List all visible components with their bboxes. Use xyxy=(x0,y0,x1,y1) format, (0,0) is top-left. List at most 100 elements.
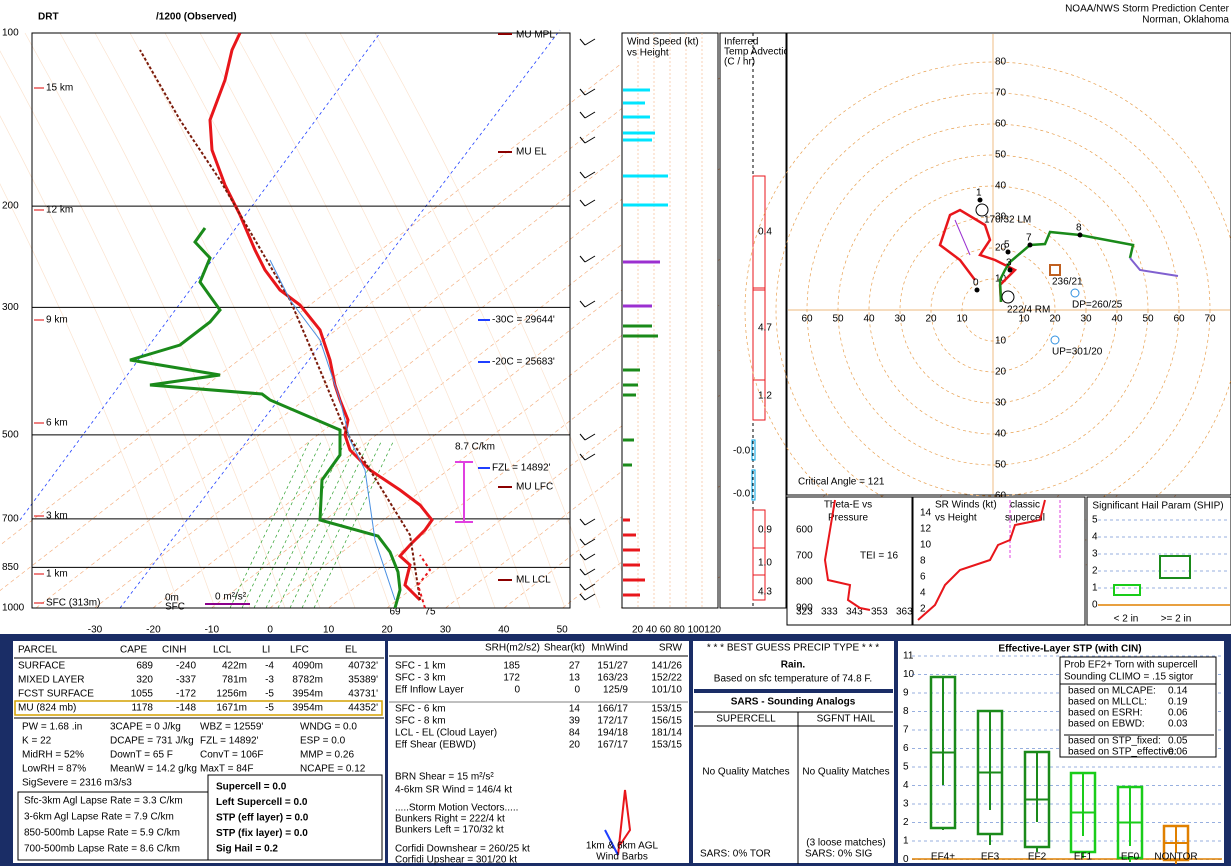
dry-adiabat xyxy=(59,32,321,609)
kinematic-text: Corfidi Downshear = 260/25 kt xyxy=(395,844,530,855)
table-cell: 194/18 xyxy=(597,728,628,739)
sars-column: SGFNT HAIL xyxy=(817,714,876,725)
virtual-trace xyxy=(416,554,432,609)
wind-barb xyxy=(579,255,586,263)
stp-basis: based on EBWD: xyxy=(1068,719,1145,730)
stp-basis: based on MLCAPE: xyxy=(1068,686,1156,697)
speed-bar xyxy=(623,518,630,522)
isotherm xyxy=(152,32,895,609)
speed-bar xyxy=(623,533,636,537)
speed-bar xyxy=(623,563,640,567)
table-cell: SFC - 3 km xyxy=(395,673,446,684)
ring-label: 50 xyxy=(1142,314,1154,325)
speed-bar xyxy=(623,463,632,467)
precip-note: Based on sfc temperature of 74.8 F. xyxy=(714,674,872,685)
temp-label: 40 xyxy=(498,625,510,636)
advection-value: 4.3 xyxy=(758,587,772,598)
panel-title: vs Height xyxy=(627,48,669,59)
annotation: MU MPL xyxy=(516,30,555,41)
annotation: FZL = 14892' xyxy=(492,463,551,474)
height-label: 3 km xyxy=(46,511,68,522)
stp-prob-value: 0.14 xyxy=(1168,686,1188,697)
advection-value: -0.0 xyxy=(733,489,751,500)
table-header: SRH(m2/s2) xyxy=(485,643,540,654)
mixing-ratio xyxy=(229,439,311,609)
table-cell: FCST SURFACE xyxy=(18,689,94,700)
annotation: -20C = 25683' xyxy=(492,357,555,368)
mixing-ratio xyxy=(313,439,395,609)
stp-y-label: 2 xyxy=(903,817,909,828)
lapse-rate: Sfc-3km Agl Lapse Rate = 3.3 C/km xyxy=(24,796,183,807)
annotation: MU LFC xyxy=(516,482,553,493)
wind-barb xyxy=(584,538,596,546)
temp-label: 30 xyxy=(440,625,452,636)
mixing-ratio xyxy=(253,439,335,609)
panel-title: Pressure xyxy=(828,513,868,524)
hodo-upper xyxy=(1129,257,1179,277)
table-cell: SFC - 8 km xyxy=(395,716,446,727)
hodo-point xyxy=(977,197,983,203)
sars-loose: (3 loose matches) xyxy=(806,838,885,849)
wind-barb xyxy=(579,453,586,461)
axis-label: 3 xyxy=(1092,549,1098,560)
table-cell: 14 xyxy=(569,704,581,715)
hodo-point xyxy=(1005,249,1011,255)
barb-legend xyxy=(604,829,619,856)
mu-highlight xyxy=(14,700,383,716)
sars-column: SUPERCELL xyxy=(716,714,776,725)
ring-label: 60 xyxy=(801,314,813,325)
speed-bar xyxy=(623,334,658,338)
height-label: 9 km xyxy=(46,315,68,326)
index-cell: NCAPE = 0.12 xyxy=(300,764,366,775)
axis-label: >= 2 in xyxy=(1161,614,1192,625)
stp-y-label: 10 xyxy=(903,669,915,680)
table-cell: 153/15 xyxy=(651,740,682,751)
dry-adiabat xyxy=(0,183,181,609)
table-cell: MU (824 mb) xyxy=(18,703,76,714)
table-cell: 422m xyxy=(222,661,247,672)
composite: Supercell = 0.0 xyxy=(216,782,287,793)
kinematic-text: 4-6km SR Wind = 146/4 kt xyxy=(395,785,512,796)
temp-label: -30 xyxy=(88,625,103,636)
advection-value: 4.7 xyxy=(758,323,772,334)
wind-barb xyxy=(584,553,596,561)
table-cell: SURFACE xyxy=(18,661,66,672)
index-cell: K = 22 xyxy=(22,736,52,747)
index-cell: MidRH = 52% xyxy=(22,750,84,761)
mixing-ratio xyxy=(241,439,323,609)
index-cell: WBZ = 12559' xyxy=(200,722,263,733)
table-cell: -5 xyxy=(265,703,274,714)
stp-y-label: 8 xyxy=(903,706,909,717)
pressure-label: 100 xyxy=(2,28,19,39)
stp-x-label: NONTOR xyxy=(1154,852,1197,863)
stp-legend xyxy=(1059,656,1217,758)
hodo-point-label: 0 xyxy=(973,278,979,289)
table-cell: 0 xyxy=(514,685,520,696)
table-header: PARCEL xyxy=(18,645,58,656)
hodo-line xyxy=(954,219,971,256)
wind-barb xyxy=(579,199,586,207)
speed-ticks: 20 40 60 80 100120 xyxy=(632,625,721,636)
axis-label: 600 xyxy=(796,525,813,536)
speed-bar xyxy=(623,438,634,442)
theta-e-trace xyxy=(823,499,871,611)
axis-label: 333 xyxy=(821,607,838,618)
table-cell: -148 xyxy=(176,703,196,714)
wind-barb xyxy=(584,300,596,308)
temp-label: 0 xyxy=(267,625,273,636)
wind-barb xyxy=(584,518,596,526)
wind-barb xyxy=(584,433,596,441)
table-cell: 166/17 xyxy=(597,704,628,715)
speed-bar xyxy=(623,368,640,372)
hodo-annotation: DP=260/25 xyxy=(1072,300,1123,311)
axis-label: 323 xyxy=(796,607,813,618)
axis-label: 14 xyxy=(920,508,932,519)
sars-result: SARS: 0% TOR xyxy=(700,849,771,860)
ring-label: 30 xyxy=(995,398,1007,409)
mixing-ratio xyxy=(289,439,371,609)
composite: STP (fix layer) = 0.0 xyxy=(216,828,308,839)
axis-label: 8 xyxy=(920,556,926,567)
pressure-label: 700 xyxy=(2,514,19,525)
table-cell: 156/15 xyxy=(651,716,682,727)
speed-bar xyxy=(623,203,668,207)
